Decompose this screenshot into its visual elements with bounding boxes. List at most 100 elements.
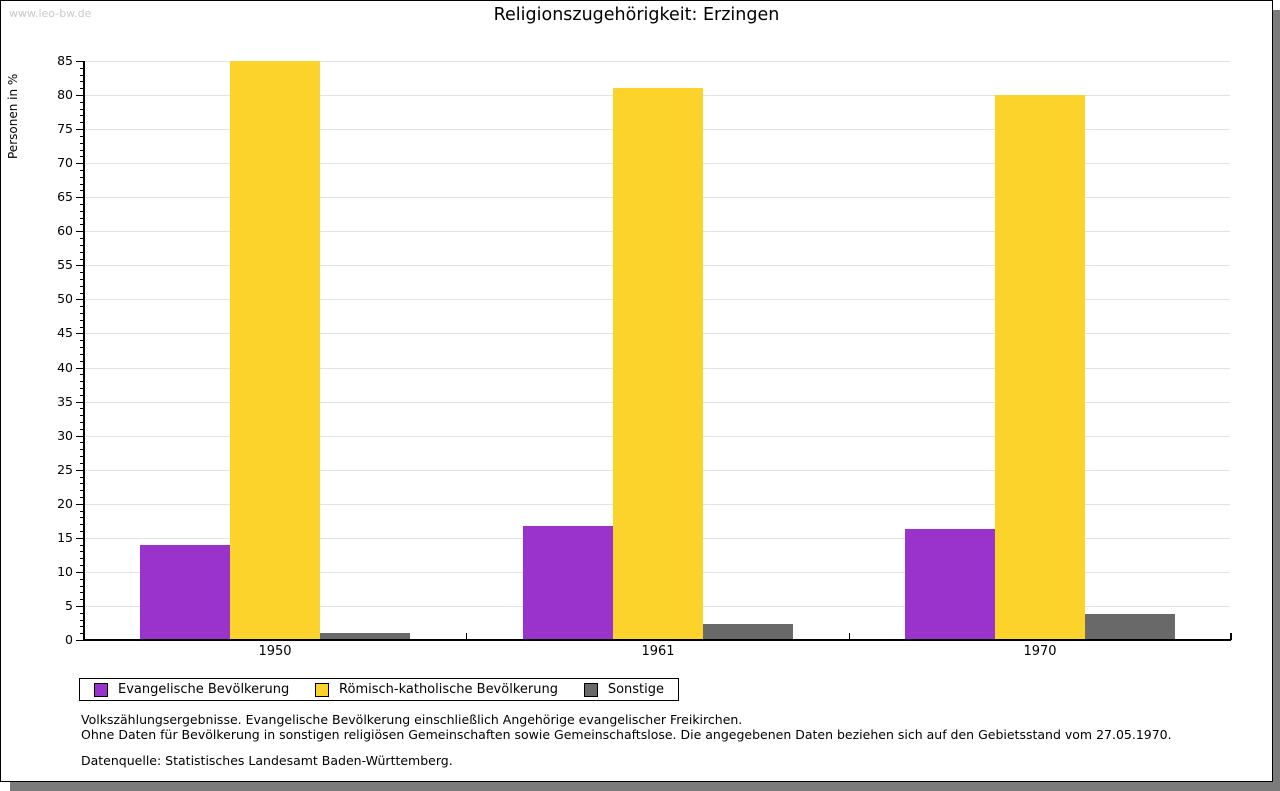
y-tick-label-80: 80 xyxy=(57,87,73,102)
bar-1970-evangelisch xyxy=(905,529,995,640)
y-minor-tick xyxy=(80,517,84,518)
y-minor-tick xyxy=(80,320,84,321)
y-minor-tick xyxy=(80,456,84,457)
y-minor-tick xyxy=(80,259,84,260)
y-tick-label-30: 30 xyxy=(57,428,73,443)
bar-1970-katholisch xyxy=(995,95,1085,640)
y-minor-tick xyxy=(80,415,84,416)
legend-label: Evangelische Bevölkerung xyxy=(118,682,290,697)
y-tick-label-15: 15 xyxy=(57,530,73,545)
bar-1961-katholisch xyxy=(613,88,703,640)
y-minor-tick xyxy=(80,477,84,478)
y-major-tick xyxy=(76,265,84,266)
x-axis-separator-tick xyxy=(849,633,850,640)
y-minor-tick xyxy=(80,374,84,375)
y-minor-tick xyxy=(80,347,84,348)
y-major-tick xyxy=(76,606,84,607)
footnote-line-2: Ohne Daten für Bevölkerung in sonstigen … xyxy=(81,726,1172,742)
chart-title: Religionszugehörigkeit: Erzingen xyxy=(493,5,780,25)
window-shadow-right xyxy=(1273,10,1280,791)
x-category-label-1950: 1950 xyxy=(258,644,292,659)
window-shadow-bottom xyxy=(10,782,1280,791)
y-minor-tick xyxy=(80,272,84,273)
y-minor-tick xyxy=(80,286,84,287)
y-tick-label-45: 45 xyxy=(57,325,73,340)
y-major-tick xyxy=(76,163,84,164)
source-note: Datenquelle: Statistisches Landesamt Bad… xyxy=(81,753,453,768)
y-major-tick xyxy=(76,95,84,96)
y-minor-tick xyxy=(80,626,84,627)
y-minor-tick xyxy=(80,531,84,532)
legend-swatch-icon xyxy=(583,682,598,697)
y-tick-label-25: 25 xyxy=(57,462,73,477)
y-axis-line xyxy=(83,61,85,641)
y-major-tick xyxy=(76,470,84,471)
y-major-tick xyxy=(76,368,84,369)
y-minor-tick xyxy=(80,184,84,185)
watermark-link: www.leo-bw.de xyxy=(9,7,92,20)
y-minor-tick xyxy=(80,136,84,137)
bar-1950-sonstige xyxy=(320,633,410,640)
y-major-tick xyxy=(76,640,84,641)
y-tick-label-10: 10 xyxy=(57,564,73,579)
y-minor-tick xyxy=(80,75,84,76)
legend-label: Sonstige xyxy=(607,682,664,697)
y-minor-tick xyxy=(80,565,84,566)
y-minor-tick xyxy=(80,408,84,409)
y-major-tick xyxy=(76,436,84,437)
y-minor-tick xyxy=(80,511,84,512)
y-minor-tick xyxy=(80,306,84,307)
y-axis-label: Personen in % xyxy=(6,73,20,159)
y-minor-tick xyxy=(80,497,84,498)
y-minor-tick xyxy=(80,579,84,580)
y-minor-tick xyxy=(80,586,84,587)
legend: Evangelische Bevölkerung Römisch-katholis… xyxy=(79,678,679,701)
y-minor-tick xyxy=(80,551,84,552)
y-minor-tick xyxy=(80,442,84,443)
y-tick-label-65: 65 xyxy=(57,189,73,204)
y-minor-tick xyxy=(80,524,84,525)
y-minor-tick xyxy=(80,558,84,559)
y-minor-tick xyxy=(80,388,84,389)
y-minor-tick xyxy=(80,449,84,450)
y-minor-tick xyxy=(80,599,84,600)
y-minor-tick xyxy=(80,313,84,314)
legend-label: Römisch-katholische Bevölkerung xyxy=(339,682,558,697)
y-tick-label-5: 5 xyxy=(65,598,73,613)
x-axis-separator-tick xyxy=(466,633,467,640)
y-minor-tick xyxy=(80,463,84,464)
y-minor-tick xyxy=(80,224,84,225)
y-minor-tick xyxy=(80,150,84,151)
y-major-tick xyxy=(76,504,84,505)
bar-1961-sonstige xyxy=(703,624,793,640)
y-tick-label-20: 20 xyxy=(57,496,73,511)
y-major-tick xyxy=(76,572,84,573)
y-minor-tick xyxy=(80,238,84,239)
y-minor-tick xyxy=(80,252,84,253)
y-tick-label-0: 0 xyxy=(65,632,73,647)
y-minor-tick xyxy=(80,633,84,634)
y-minor-tick xyxy=(80,81,84,82)
y-minor-tick xyxy=(80,545,84,546)
y-tick-label-35: 35 xyxy=(57,394,73,409)
y-minor-tick xyxy=(80,115,84,116)
y-major-tick xyxy=(76,61,84,62)
y-major-tick xyxy=(76,402,84,403)
y-minor-tick xyxy=(80,395,84,396)
y-minor-tick xyxy=(80,381,84,382)
y-minor-tick xyxy=(80,490,84,491)
y-tick-label-50: 50 xyxy=(57,291,73,306)
y-minor-tick xyxy=(80,340,84,341)
footnotes: Volkszählungsergebnisse. Evangelische Be… xyxy=(81,712,1172,742)
y-minor-tick xyxy=(80,218,84,219)
y-minor-tick xyxy=(80,156,84,157)
y-minor-tick xyxy=(80,279,84,280)
y-tick-label-75: 75 xyxy=(57,121,73,136)
y-major-tick xyxy=(76,129,84,130)
y-major-tick xyxy=(76,538,84,539)
bar-1950-katholisch xyxy=(230,61,320,640)
y-tick-label-40: 40 xyxy=(57,360,73,375)
gridline-85 xyxy=(84,61,1230,62)
y-major-tick xyxy=(76,231,84,232)
